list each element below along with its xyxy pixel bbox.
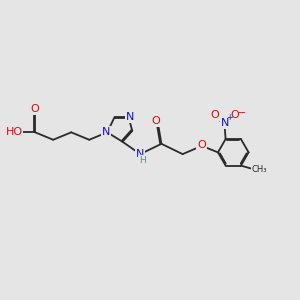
Text: N: N xyxy=(102,127,110,137)
Text: O: O xyxy=(152,116,161,126)
Text: O: O xyxy=(211,110,219,120)
Text: O: O xyxy=(230,110,239,120)
Text: O: O xyxy=(31,104,40,114)
Text: HO: HO xyxy=(5,127,22,137)
Text: N: N xyxy=(136,148,144,158)
Text: H: H xyxy=(139,155,146,164)
Text: +: + xyxy=(226,113,233,122)
Text: N: N xyxy=(220,118,229,128)
Text: −: − xyxy=(238,108,247,118)
Text: O: O xyxy=(197,140,206,150)
Text: N: N xyxy=(126,112,134,122)
Text: CH₃: CH₃ xyxy=(252,165,267,174)
